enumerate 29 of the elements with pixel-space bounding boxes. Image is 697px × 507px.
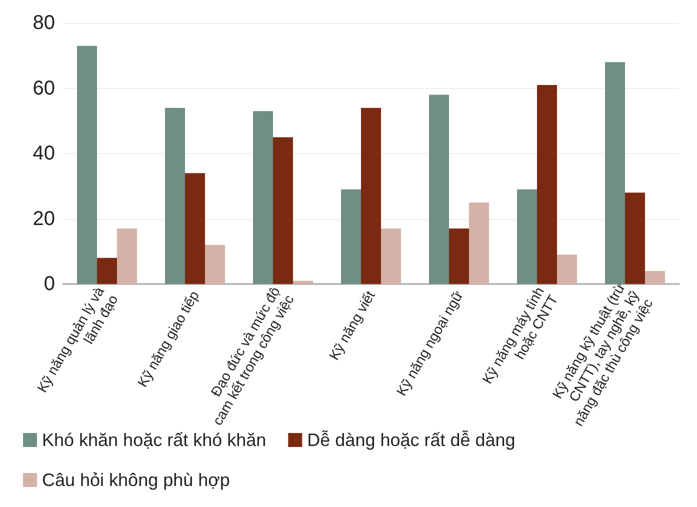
bar <box>469 202 489 284</box>
bar <box>381 228 401 284</box>
bar <box>449 228 469 284</box>
bar <box>117 228 137 284</box>
bar <box>341 189 361 284</box>
bar <box>185 173 205 284</box>
bar <box>273 137 293 284</box>
y-tick-label: 80 <box>32 12 55 34</box>
y-tick-label: 60 <box>32 77 55 100</box>
legend-label: Khó khăn hoặc rất khó khăn <box>42 430 266 450</box>
bar <box>517 189 537 284</box>
bar <box>253 111 273 284</box>
bar <box>165 108 185 284</box>
bar <box>205 244 225 284</box>
y-tick-label: 20 <box>32 208 55 230</box>
legend-label: Dễ dàng hoặc rất dễ dàng <box>307 430 516 450</box>
y-tick-label: 40 <box>32 142 55 164</box>
bar <box>429 94 449 284</box>
bar <box>293 280 313 284</box>
legend-label: Câu hỏi không phù hợp <box>42 470 230 490</box>
bar <box>361 108 381 284</box>
bar <box>537 84 557 284</box>
y-tick-label: 0 <box>44 273 55 295</box>
bar <box>625 192 645 284</box>
bar <box>557 254 577 284</box>
bar <box>77 46 97 284</box>
bar <box>645 270 665 284</box>
bar <box>605 62 625 284</box>
bar <box>97 258 117 284</box>
